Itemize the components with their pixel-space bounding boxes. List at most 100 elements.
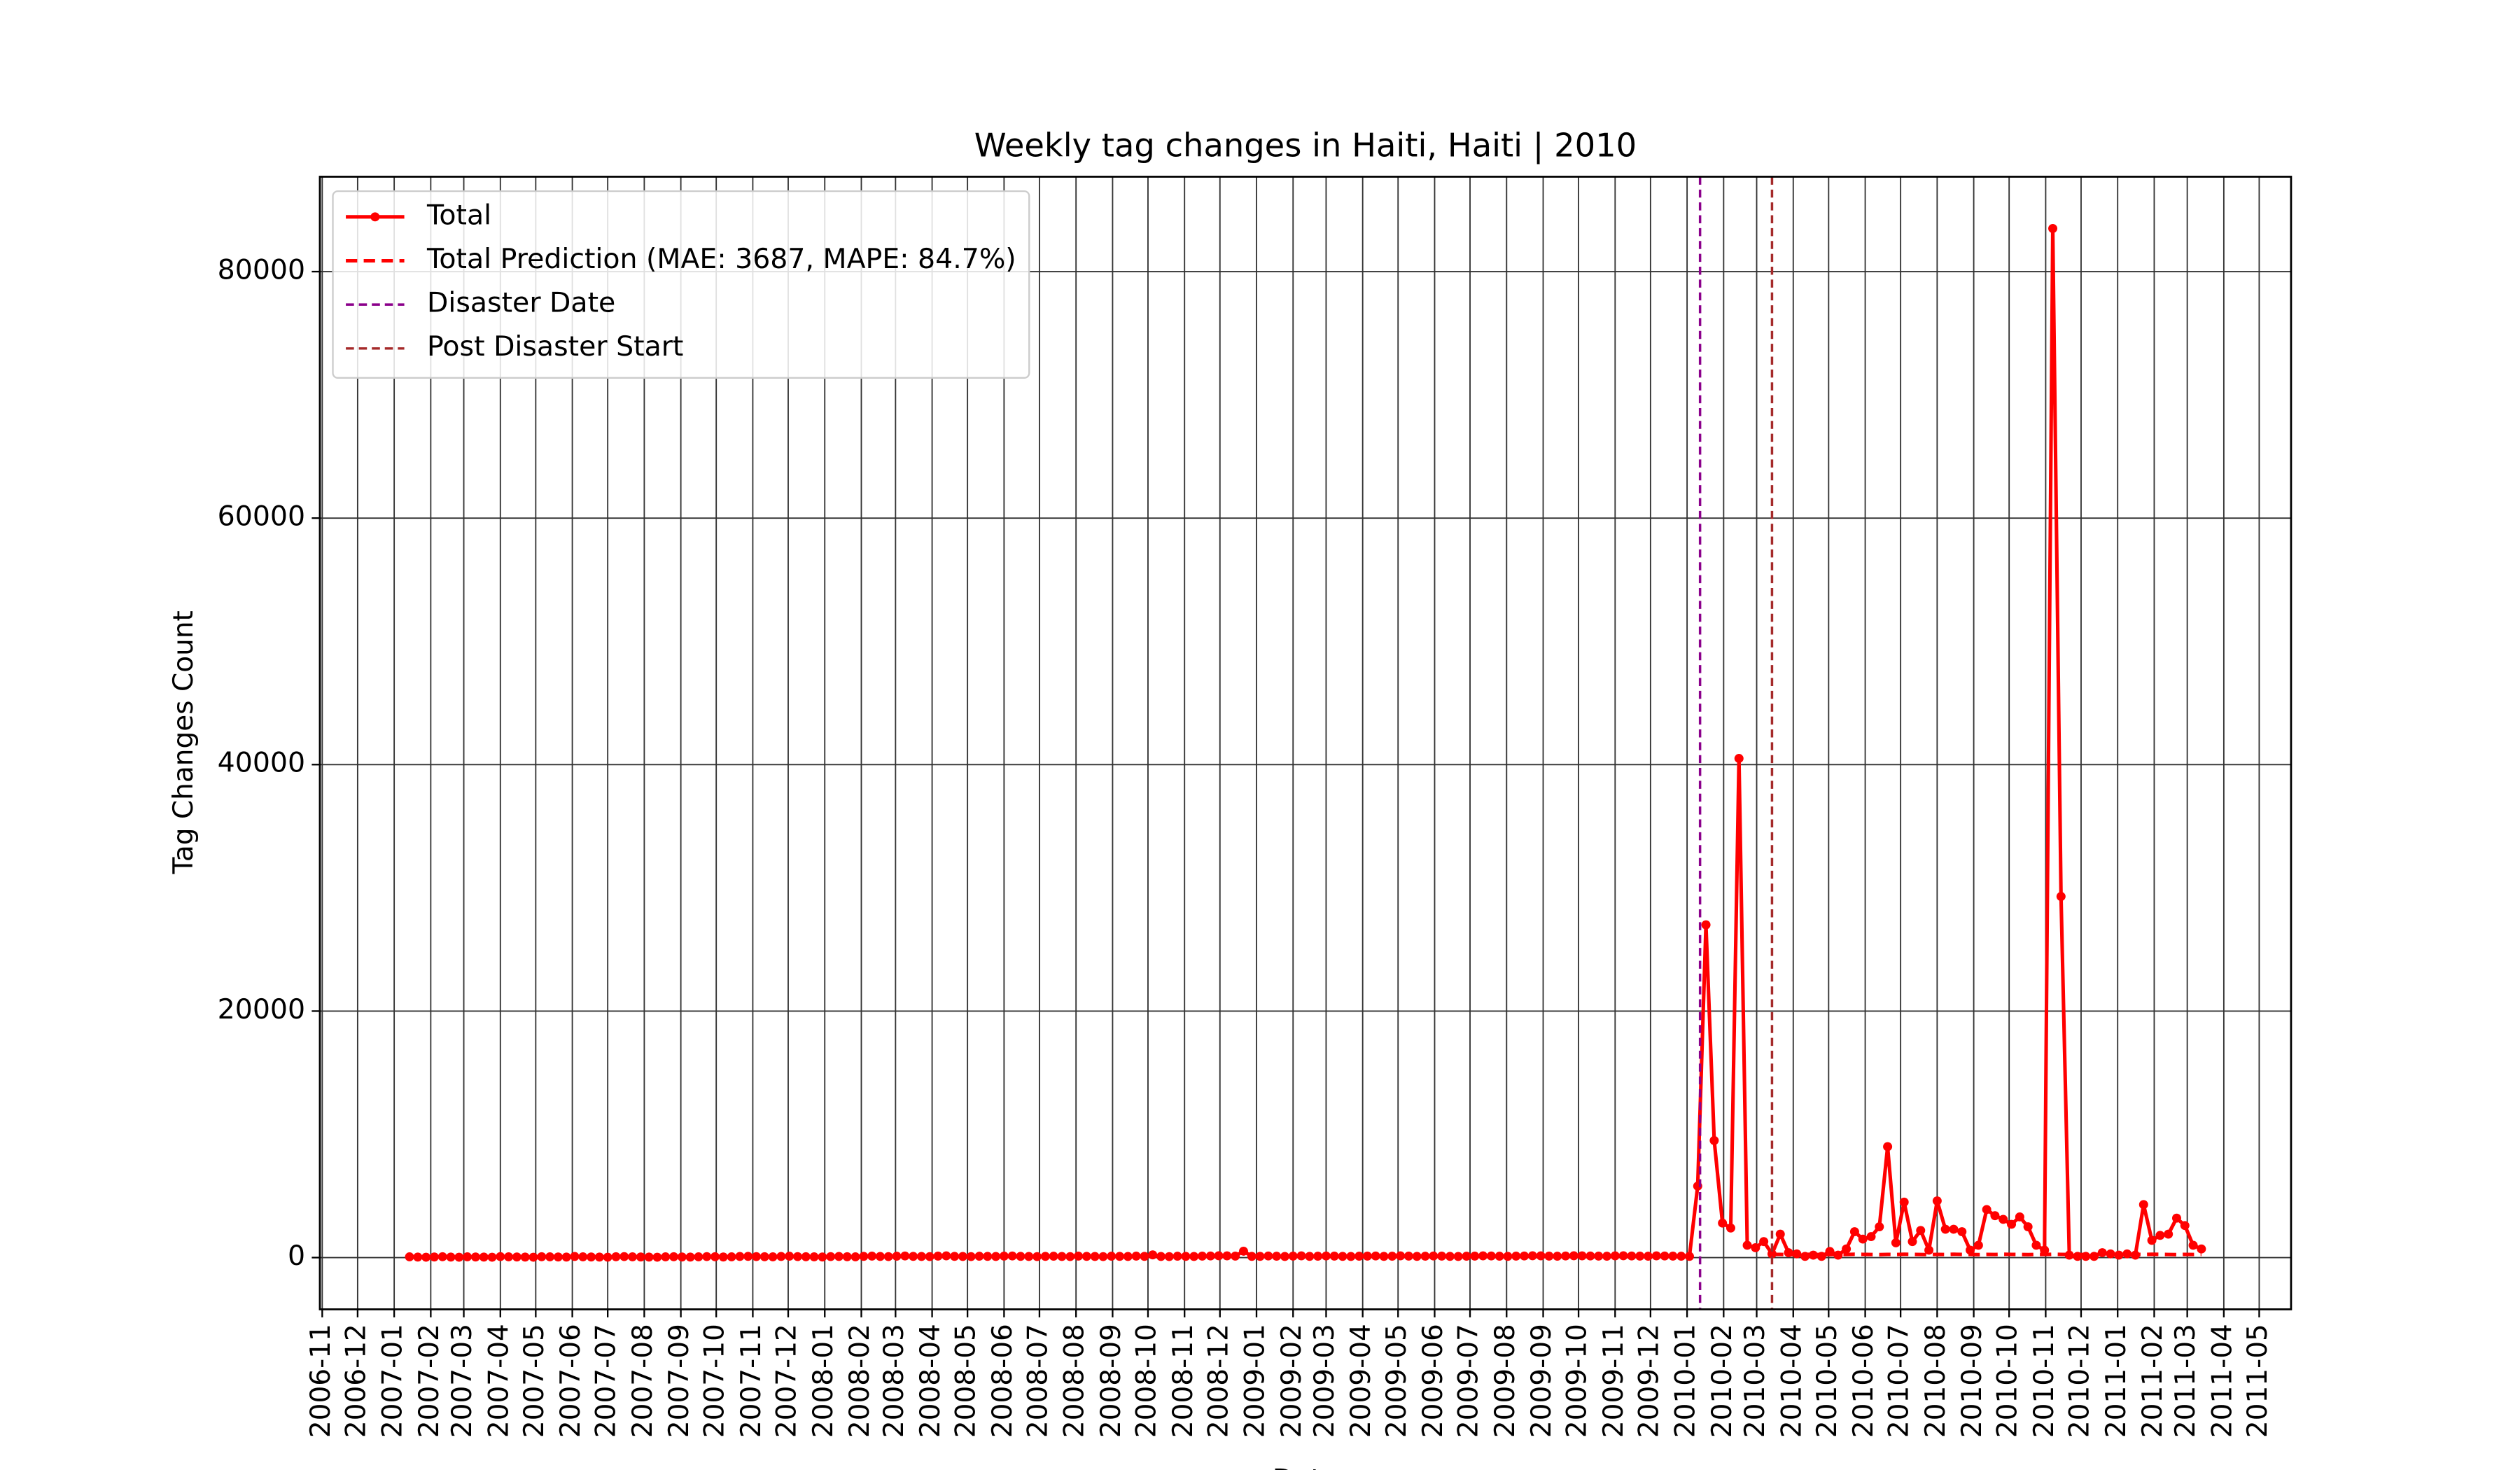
y-tick-label: 20000 — [218, 994, 305, 1026]
data-point — [1610, 1251, 1620, 1261]
data-point — [2147, 1236, 2157, 1245]
series-line — [1772, 1252, 2202, 1256]
data-point — [702, 1252, 712, 1261]
x-tick-label: 2010-01 — [1670, 1324, 1701, 1438]
data-point — [1478, 1251, 1488, 1261]
data-point — [718, 1252, 728, 1262]
data-point — [1156, 1252, 1166, 1261]
data-point — [1445, 1252, 1455, 1261]
data-point — [620, 1252, 629, 1261]
data-point — [677, 1252, 687, 1262]
data-point — [1494, 1252, 1504, 1261]
data-point — [1238, 1246, 1248, 1256]
data-point — [792, 1252, 802, 1261]
data-point — [999, 1252, 1009, 1261]
data-point — [1684, 1252, 1694, 1261]
data-point — [991, 1252, 1001, 1261]
data-point — [413, 1252, 423, 1262]
x-tick-label: 2010-08 — [1920, 1324, 1952, 1438]
x-tick-label: 2011-01 — [2101, 1324, 2132, 1438]
data-point — [528, 1252, 538, 1262]
x-tick-label: 2008-09 — [1096, 1324, 1127, 1438]
data-point — [710, 1252, 720, 1261]
data-point — [1123, 1252, 1133, 1261]
data-point — [1197, 1252, 1207, 1261]
data-point — [1288, 1252, 1298, 1261]
data-point — [446, 1252, 456, 1262]
x-tick-label: 2010-07 — [1884, 1324, 1915, 1438]
data-point — [1379, 1252, 1389, 1261]
data-point — [1231, 1252, 1240, 1261]
data-point — [1957, 1227, 1967, 1236]
data-point — [1644, 1252, 1653, 1261]
x-tick-label: 2009-10 — [1561, 1324, 1592, 1438]
data-point — [1346, 1252, 1356, 1261]
data-point — [727, 1252, 736, 1261]
data-point — [1404, 1252, 1413, 1261]
data-point — [553, 1252, 563, 1262]
legend-label: Total Prediction (MAE: 3687, MAPE: 84.7%… — [426, 244, 1016, 275]
data-point — [1107, 1252, 1116, 1261]
data-point — [1527, 1251, 1537, 1261]
data-point — [1247, 1252, 1256, 1261]
data-point — [1875, 1222, 1884, 1231]
data-point — [801, 1252, 811, 1261]
data-point — [2138, 1200, 2148, 1210]
x-tick-label: 2009-12 — [1633, 1324, 1665, 1438]
data-point — [1709, 1135, 1719, 1145]
x-tick-label: 2009-01 — [1239, 1324, 1270, 1438]
data-point — [1098, 1252, 1108, 1261]
data-point — [1916, 1226, 1926, 1236]
plot-area: 2006-11 2006-12 2007-01 2007-02 2007-03 2007-… — [218, 176, 2292, 1438]
x-tick-label: 2007-03 — [447, 1324, 478, 1438]
data-point — [1222, 1251, 1232, 1261]
x-tick-label: 2007-04 — [483, 1324, 514, 1438]
x-tick-label: 2009-04 — [1345, 1324, 1377, 1438]
data-point — [842, 1252, 852, 1261]
data-point — [496, 1252, 505, 1261]
x-tick-label: 2007-06 — [555, 1324, 587, 1438]
data-point — [603, 1252, 612, 1262]
data-point — [1214, 1251, 1224, 1261]
data-point — [941, 1251, 951, 1261]
data-point — [925, 1252, 934, 1261]
data-point — [1429, 1251, 1438, 1261]
x-tick-label: 2010-06 — [1848, 1324, 1879, 1438]
x-tick-label: 2008-11 — [1168, 1324, 1199, 1438]
data-point — [1189, 1252, 1199, 1261]
data-point — [636, 1252, 645, 1262]
data-point — [1065, 1252, 1075, 1261]
data-point — [1891, 1238, 1900, 1247]
data-point — [1858, 1234, 1868, 1244]
data-point — [1982, 1205, 1991, 1214]
data-point — [883, 1252, 893, 1261]
data-point — [1321, 1251, 1331, 1261]
data-point — [594, 1252, 604, 1262]
data-point — [909, 1252, 918, 1261]
data-point — [1396, 1251, 1406, 1261]
data-point — [2048, 223, 2058, 233]
data-point — [1148, 1250, 1158, 1260]
data-point — [1437, 1252, 1447, 1261]
data-point — [1907, 1237, 1917, 1247]
x-tick-label: 2007-12 — [771, 1324, 802, 1438]
data-point — [1172, 1252, 1182, 1261]
x-tick-label: 2007-11 — [736, 1324, 767, 1438]
y-tick-label: 60000 — [218, 501, 305, 533]
data-point — [454, 1252, 464, 1262]
data-point — [512, 1252, 522, 1262]
data-point — [2007, 1219, 2017, 1229]
data-point — [1338, 1252, 1348, 1261]
data-point — [768, 1252, 778, 1261]
data-point — [826, 1252, 836, 1261]
data-point — [2040, 1245, 2050, 1255]
data-point — [818, 1252, 827, 1262]
data-point — [1618, 1251, 1628, 1261]
data-point — [875, 1252, 885, 1261]
data-point — [1115, 1252, 1125, 1261]
data-point — [1998, 1214, 2008, 1224]
data-point — [1676, 1252, 1686, 1261]
data-point — [570, 1252, 580, 1261]
data-point — [1577, 1251, 1587, 1261]
x-tick-label: 2011-02 — [2137, 1324, 2169, 1438]
